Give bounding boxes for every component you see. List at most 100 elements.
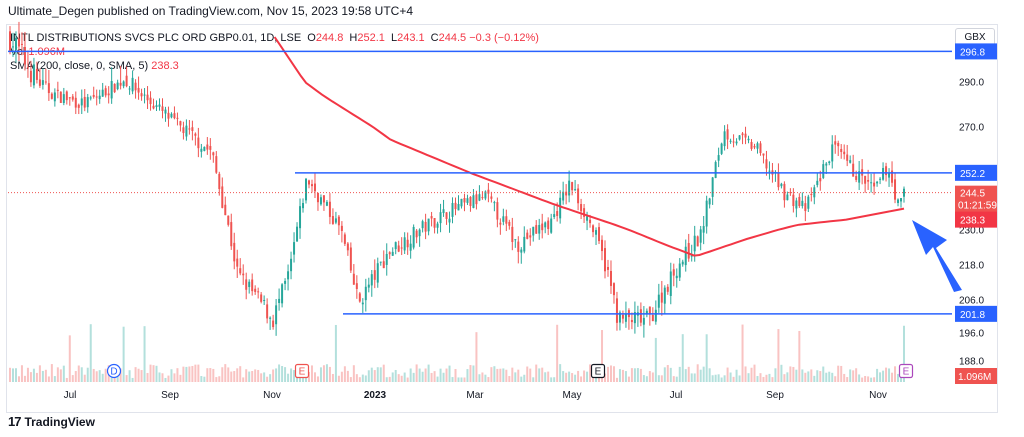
candle-body [80, 98, 83, 106]
volume-bar [514, 372, 517, 382]
volume-bar [529, 368, 532, 382]
candle-body [795, 200, 798, 209]
candle-body [382, 261, 385, 269]
candle-body [313, 183, 316, 192]
volume-bar [606, 366, 609, 382]
volume-bar [741, 324, 744, 382]
volume-bar [215, 377, 218, 382]
volume-bar [17, 376, 20, 382]
candle-body [173, 113, 176, 119]
candle-body [101, 89, 104, 97]
candle-body [520, 249, 523, 253]
volume-bar [331, 373, 334, 382]
candle-body [122, 81, 125, 87]
volume-bar [789, 366, 792, 382]
volume-bar [128, 370, 131, 382]
volume-bar [828, 371, 831, 382]
volume-bar [586, 371, 589, 382]
candle-body [493, 202, 496, 204]
volume-bar [624, 371, 627, 382]
candle-body [834, 141, 837, 145]
volume-bar [355, 374, 358, 382]
candle-body [738, 135, 741, 140]
volume-bar [179, 374, 182, 382]
candle-body [675, 275, 678, 279]
candle-body [62, 94, 65, 104]
candle-body [355, 283, 358, 289]
volume-bar [412, 372, 415, 382]
volume-bar [807, 371, 810, 382]
candle-body [278, 298, 281, 304]
candle-body [864, 175, 867, 184]
volume-bar [269, 374, 272, 382]
candle-body [741, 133, 744, 136]
volume-bar [415, 364, 418, 382]
candle-body [876, 181, 879, 184]
candle-body [373, 270, 376, 280]
candle-body [155, 105, 158, 108]
volume-bar [454, 369, 457, 382]
event-marker-circle [106, 363, 122, 379]
candle-body [595, 230, 598, 235]
candle-body [26, 67, 29, 69]
candle-body [478, 194, 481, 201]
volume-bar [155, 365, 158, 382]
candle-body [759, 143, 762, 154]
candle-body [900, 198, 903, 202]
volume-bar [143, 326, 146, 382]
volume-bar [493, 366, 496, 382]
candle-body [747, 138, 750, 141]
volume-bar [245, 369, 248, 382]
volume-bar [669, 367, 672, 382]
volume-bar [457, 377, 460, 382]
candle-body [888, 172, 891, 178]
tradingview-logo: 17 TradingView [8, 414, 95, 429]
event-marker-box [898, 363, 914, 379]
volume-bar [302, 377, 305, 382]
volume-bar [122, 326, 125, 382]
volume-bar [822, 366, 825, 382]
candle-body [230, 222, 233, 247]
candle-body [185, 125, 188, 137]
candle-body [206, 144, 209, 150]
volume-bar [580, 376, 583, 382]
volume-bar [448, 365, 451, 382]
volume-bar [756, 376, 759, 382]
level-price-tag [955, 305, 997, 322]
volume-bar [541, 367, 544, 382]
volume-bar [62, 365, 65, 382]
candle-body [550, 218, 553, 233]
candle-body [77, 104, 80, 108]
candle-body [197, 137, 200, 149]
y-axis-tick: 206.0 [959, 296, 984, 307]
volume-bar [714, 374, 717, 382]
volume-bar [44, 369, 47, 382]
candle-body [260, 294, 263, 302]
volume-bar [816, 370, 819, 382]
volume-bar [89, 324, 92, 382]
volume-bar [406, 377, 409, 382]
candle-body [684, 246, 687, 266]
candle-body [810, 194, 813, 196]
volume-bar [645, 376, 648, 382]
candle-body [502, 216, 505, 222]
volume-bar [705, 334, 708, 382]
volume-bar [385, 377, 388, 382]
volume-bar [852, 370, 855, 382]
volume-bar [834, 376, 837, 382]
volume-bar [194, 364, 197, 382]
volume-bar [460, 377, 463, 382]
candle-body [789, 192, 792, 194]
x-axis-tick: Sep [766, 390, 784, 401]
volume-bar [442, 372, 445, 382]
candle-body [804, 203, 807, 212]
volume-bar [547, 371, 550, 382]
volume-bar [687, 366, 690, 382]
candle-body [855, 176, 858, 180]
volume-bar [376, 367, 379, 382]
volume-bar [53, 376, 56, 382]
volume-bar [116, 375, 119, 382]
volume-bar [654, 337, 657, 382]
volume-bar [672, 376, 675, 382]
